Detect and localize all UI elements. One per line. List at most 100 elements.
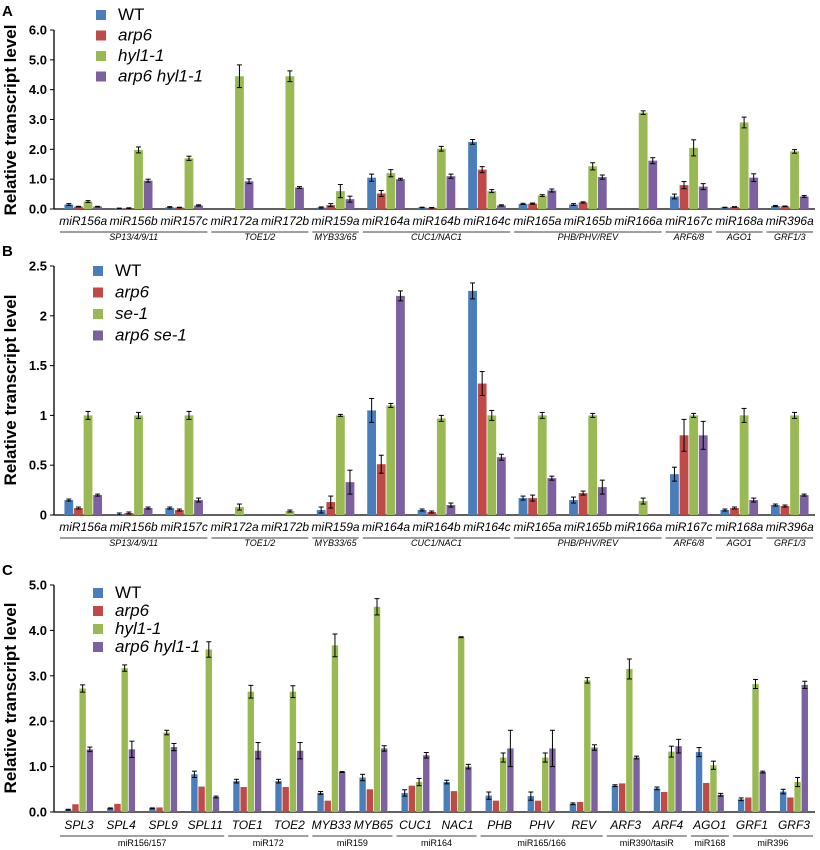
bar: [496, 205, 506, 209]
bar: [64, 204, 74, 209]
bar: [275, 781, 282, 812]
bar: [584, 680, 591, 812]
bar: [285, 76, 295, 209]
y-axis-label: Relative transcript level: [1, 603, 20, 794]
x-tick-label: ARF3: [609, 818, 641, 832]
bar: [794, 782, 801, 812]
y-tick-label: 4.0: [29, 623, 47, 638]
group-label: SP13/4/9/11: [109, 538, 158, 548]
bar: [468, 141, 477, 209]
bar: [752, 683, 759, 812]
legend-swatch: [93, 330, 103, 341]
x-tick-label: SPL4: [106, 818, 136, 832]
x-tick-label: miR167c: [665, 520, 712, 534]
bar: [537, 415, 547, 515]
x-tick-label: GRF3: [778, 818, 810, 832]
bar: [396, 179, 405, 209]
bar: [745, 797, 752, 812]
x-tick-label: miR165b: [564, 520, 612, 534]
x-tick-label: SPL9: [148, 818, 178, 832]
group-label: GRF1/3: [774, 232, 806, 242]
group-label: CUC1/NAC1: [411, 538, 462, 548]
y-tick-label: 6.0: [29, 23, 47, 38]
bar: [799, 196, 809, 209]
bar: [156, 807, 163, 812]
bar: [670, 196, 679, 209]
x-tick-label: SPL11: [188, 818, 223, 832]
group-label: miR156/157: [118, 838, 167, 848]
bar: [578, 202, 588, 209]
bar: [648, 160, 658, 209]
bar: [244, 181, 254, 209]
x-tick-label: miR165a: [513, 214, 561, 228]
bar: [289, 691, 297, 812]
bar: [468, 290, 477, 515]
bar: [730, 206, 739, 209]
bar: [679, 185, 689, 209]
bar: [282, 787, 289, 812]
bar: [739, 122, 749, 209]
group-label: SP13/4/9/11: [109, 232, 158, 242]
bar: [163, 732, 170, 812]
bar: [134, 149, 143, 209]
group-label: CUC1/NAC1: [411, 232, 462, 242]
x-tick-label: miR172a: [211, 214, 259, 228]
bar: [507, 748, 514, 812]
bar: [212, 797, 220, 812]
legend-swatch: [93, 588, 103, 598]
bar: [801, 684, 808, 812]
x-tick-label: MYB33: [312, 818, 352, 832]
bar: [638, 501, 648, 515]
legend-swatch: [93, 624, 103, 634]
bar: [588, 415, 598, 515]
bar: [72, 804, 79, 812]
bar: [254, 750, 262, 812]
group-label: MYB33/65: [315, 232, 358, 242]
bar: [359, 777, 366, 812]
bar: [443, 782, 450, 812]
bar: [487, 415, 497, 515]
bar: [450, 791, 458, 812]
legend-label: WT: [115, 261, 141, 280]
bar: [528, 498, 538, 515]
bar: [485, 795, 492, 812]
group-label: miR168: [694, 838, 725, 848]
x-tick-label: miR156b: [110, 214, 158, 228]
bar: [689, 415, 699, 515]
bar: [799, 495, 809, 515]
bar: [436, 148, 446, 209]
group-label: GRF1/3: [774, 538, 806, 548]
panel-letter: C: [2, 562, 13, 579]
bar: [367, 410, 377, 515]
bar: [787, 797, 794, 812]
bar: [247, 691, 255, 812]
x-tick-label: miR168a: [715, 520, 763, 534]
x-tick-label: ARF4: [651, 818, 683, 832]
bar: [496, 457, 506, 515]
x-tick-label: GRF1: [736, 818, 768, 832]
legend-label: hyl1-1: [115, 619, 161, 638]
bar: [770, 505, 780, 515]
bar: [317, 792, 324, 812]
bar: [331, 645, 339, 812]
bar: [149, 808, 156, 812]
bar: [74, 206, 83, 209]
x-tick-label: miR167c: [665, 214, 712, 228]
chart-panel-C: C Relative transcript level 0.0 1.0 2.0 3.0 4.…: [1, 562, 815, 848]
bar: [64, 500, 74, 515]
bar: [578, 493, 588, 515]
x-tick-label: MYB65: [354, 818, 394, 832]
bar: [618, 783, 626, 812]
bar: [465, 766, 472, 812]
panel-letter: B: [2, 243, 13, 260]
x-tick-label: NAC1: [442, 818, 474, 832]
x-tick-label: miR164a: [362, 520, 410, 534]
bar: [367, 177, 377, 209]
x-tick-label: miR156a: [59, 520, 107, 534]
bar: [542, 757, 549, 812]
x-tick-label: miR159a: [312, 520, 360, 534]
panel-letter: A: [2, 3, 13, 20]
bar: [174, 510, 184, 515]
bar: [386, 405, 396, 515]
legend-swatch: [96, 30, 106, 41]
